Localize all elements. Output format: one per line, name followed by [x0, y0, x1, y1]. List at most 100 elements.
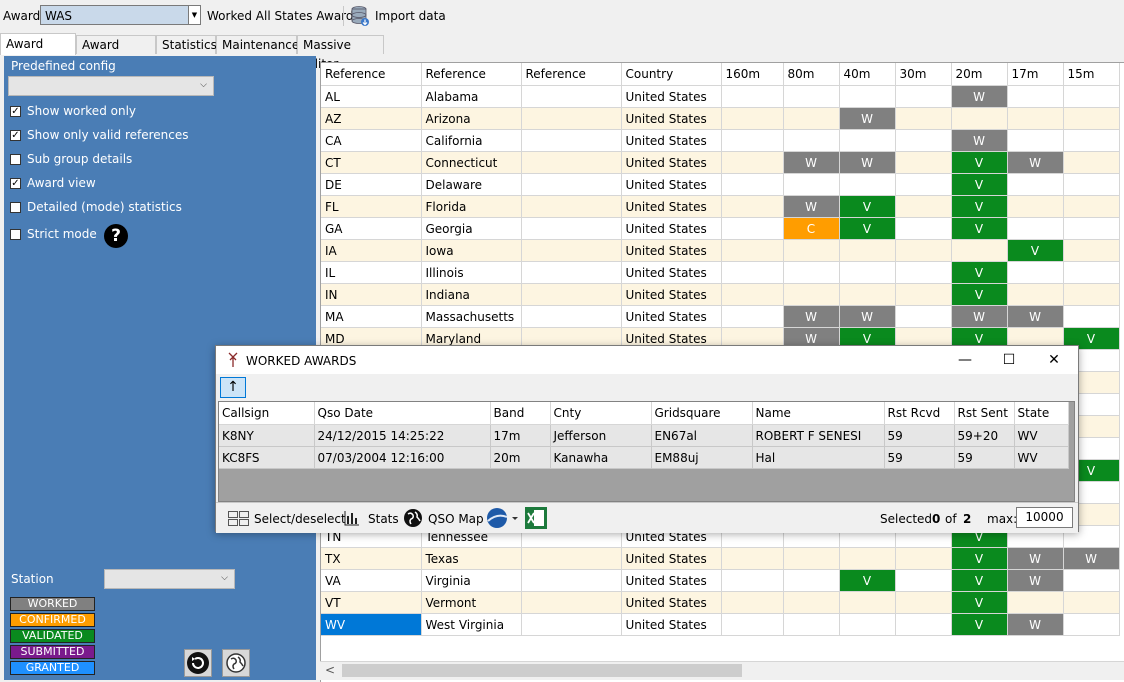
band-status-cell[interactable] — [721, 327, 784, 350]
band-status-cell[interactable] — [1007, 283, 1064, 306]
qso-cell[interactable]: WV — [1014, 424, 1069, 447]
band-status-cell[interactable] — [1007, 261, 1064, 284]
reference-name-cell[interactable]: Arizona — [421, 107, 522, 130]
qso-cell[interactable]: 59 — [884, 424, 955, 447]
band-status-cell[interactable] — [895, 195, 952, 218]
reference-extra-cell[interactable] — [521, 283, 622, 306]
select-grid-icon[interactable] — [228, 511, 250, 526]
band-status-cell[interactable] — [895, 85, 952, 108]
band-status-cell[interactable]: V — [951, 173, 1008, 196]
band-status-cell[interactable] — [895, 239, 952, 262]
band-status-cell[interactable] — [721, 591, 784, 614]
up-arrow-button[interactable]: ↑ — [220, 377, 246, 398]
reference-extra-cell[interactable] — [521, 547, 622, 570]
reference-code-cell[interactable]: AZ — [321, 107, 422, 130]
award-row[interactable]: IL Illinois United States V — [321, 261, 1120, 284]
reference-extra-cell[interactable] — [521, 613, 622, 636]
band-status-cell[interactable] — [721, 195, 784, 218]
column-header[interactable]: 40m — [839, 63, 896, 86]
band-status-cell[interactable] — [1063, 613, 1120, 636]
qso-cell[interactable]: KC8FS — [219, 446, 315, 469]
tab-award-view[interactable]: Award view — [0, 33, 76, 71]
band-status-cell[interactable]: W — [1007, 613, 1064, 636]
close-button[interactable]: ✕ — [1048, 352, 1060, 368]
band-status-cell[interactable] — [721, 613, 784, 636]
band-status-cell[interactable] — [783, 613, 840, 636]
column-header[interactable]: 17m — [1007, 63, 1064, 86]
reference-name-cell[interactable]: Massachusetts — [421, 305, 522, 328]
band-status-cell[interactable]: W — [951, 129, 1008, 152]
qso-column-header[interactable]: Rst Rcvd — [884, 402, 955, 425]
reference-name-cell[interactable]: Indiana — [421, 283, 522, 306]
scroll-left-icon[interactable]: < — [325, 663, 336, 677]
band-status-cell[interactable]: W — [951, 85, 1008, 108]
award-row[interactable]: DE Delaware United States V — [321, 173, 1120, 196]
award-row[interactable]: MD Maryland United States W V V V — [321, 327, 1120, 350]
reference-extra-cell[interactable] — [521, 85, 622, 108]
band-status-cell[interactable]: V — [839, 195, 896, 218]
band-status-cell[interactable] — [721, 261, 784, 284]
qso-cell[interactable]: 59+20 — [954, 424, 1015, 447]
country-cell[interactable]: United States — [621, 217, 722, 240]
reference-name-cell[interactable]: Iowa — [421, 239, 522, 262]
column-header[interactable]: Reference — [421, 63, 522, 86]
band-status-cell[interactable] — [721, 547, 784, 570]
band-status-cell[interactable] — [839, 547, 896, 570]
band-status-cell[interactable] — [895, 129, 952, 152]
qso-cell[interactable]: ROBERT F SENESI — [752, 424, 885, 447]
band-status-cell[interactable] — [783, 569, 840, 592]
reference-name-cell[interactable]: California — [421, 129, 522, 152]
band-status-cell[interactable]: V — [951, 613, 1008, 636]
reference-code-cell[interactable]: CA — [321, 129, 422, 152]
country-cell[interactable]: United States — [621, 261, 722, 284]
band-status-cell[interactable] — [783, 173, 840, 196]
column-header[interactable]: Reference — [521, 63, 622, 86]
reference-extra-cell[interactable] — [521, 195, 622, 218]
band-status-cell[interactable] — [1063, 569, 1120, 592]
band-status-cell[interactable]: W — [783, 305, 840, 328]
band-status-cell[interactable] — [895, 547, 952, 570]
band-status-cell[interactable] — [721, 107, 784, 130]
band-status-cell[interactable]: W — [839, 151, 896, 174]
column-header[interactable]: Country — [621, 63, 722, 86]
qso-row[interactable]: KC8FS 07/03/2004 12:16:00 20m Kanawha EM88uj… — [219, 446, 1069, 469]
strict-mode-checkbox[interactable] — [10, 229, 21, 240]
reference-name-cell[interactable]: Alabama — [421, 85, 522, 108]
band-status-cell[interactable] — [783, 261, 840, 284]
reference-code-cell[interactable]: FL — [321, 195, 422, 218]
column-header[interactable]: 30m — [895, 63, 952, 86]
reference-code-cell[interactable]: IL — [321, 261, 422, 284]
band-status-cell[interactable] — [1063, 173, 1120, 196]
reference-code-cell[interactable]: TX — [321, 547, 422, 570]
band-status-cell[interactable] — [1063, 151, 1120, 174]
award-row[interactable]: FL Florida United States W V V — [321, 195, 1120, 218]
country-cell[interactable]: United States — [621, 569, 722, 592]
max-input[interactable]: 10000 — [1016, 507, 1073, 528]
reference-code-cell[interactable]: IN — [321, 283, 422, 306]
qso-cell[interactable]: 59 — [884, 446, 955, 469]
reference-extra-cell[interactable] — [521, 173, 622, 196]
country-cell[interactable]: United States — [621, 129, 722, 152]
band-status-cell[interactable] — [951, 107, 1008, 130]
scrollbar-thumb[interactable] — [342, 664, 742, 677]
band-status-cell[interactable]: W — [783, 195, 840, 218]
award-row[interactable]: VA Virginia United States V V W — [321, 569, 1120, 592]
help-icon[interactable]: ? — [104, 224, 128, 248]
band-status-cell[interactable] — [721, 173, 784, 196]
qso-map-button[interactable]: QSO Map — [428, 512, 484, 526]
excel-export-icon[interactable] — [525, 507, 547, 529]
band-status-cell[interactable] — [783, 129, 840, 152]
band-status-cell[interactable]: W — [1007, 151, 1064, 174]
award-row[interactable]: CA California United States W — [321, 129, 1120, 152]
band-status-cell[interactable] — [895, 107, 952, 130]
band-status-cell[interactable]: V — [951, 547, 1008, 570]
reference-code-cell[interactable]: AL — [321, 85, 422, 108]
band-status-cell[interactable] — [1007, 591, 1064, 614]
band-status-cell[interactable] — [839, 283, 896, 306]
country-cell[interactable]: United States — [621, 305, 722, 328]
column-header[interactable]: Reference — [321, 63, 422, 86]
reference-name-cell[interactable]: Georgia — [421, 217, 522, 240]
band-status-cell[interactable] — [895, 283, 952, 306]
band-status-cell[interactable]: C — [783, 217, 840, 240]
band-status-cell[interactable] — [839, 613, 896, 636]
